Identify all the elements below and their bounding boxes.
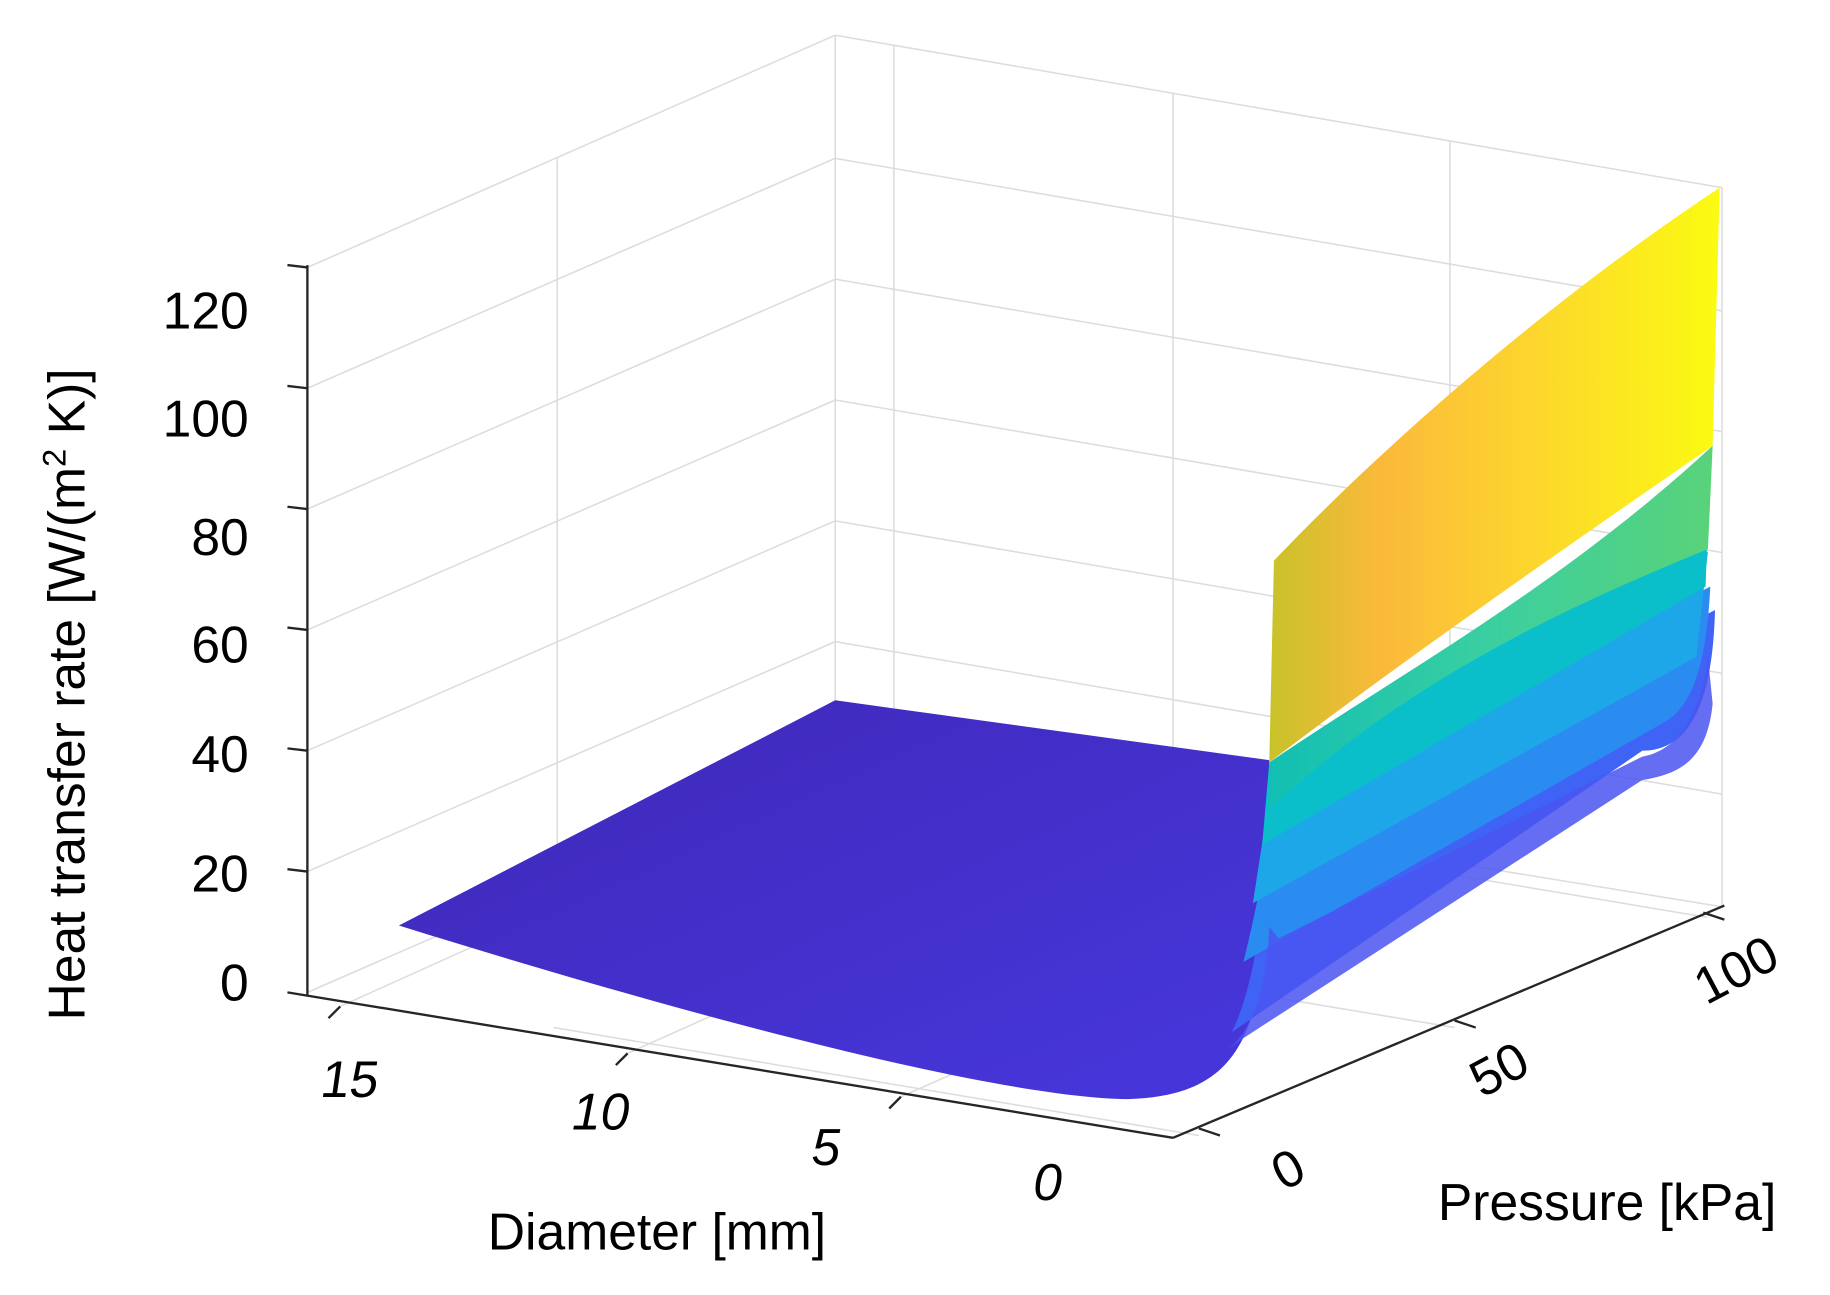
z-tick-80: 80 bbox=[191, 508, 248, 566]
z-tick-60: 60 bbox=[191, 616, 248, 674]
z-tick-0: 0 bbox=[220, 954, 249, 1012]
x-tick-labels: 15 10 5 0 bbox=[317, 1050, 1062, 1211]
z-axis-title: Heat transfer rate [W/(m2 K)] bbox=[36, 368, 96, 1020]
z-tick-40: 40 bbox=[191, 725, 248, 783]
x-axis-line bbox=[287, 991, 1174, 1139]
x-tick-0: 0 bbox=[1033, 1153, 1062, 1211]
surface-lower-edge bbox=[1219, 656, 1713, 1056]
y-tick-0: 0 bbox=[1261, 1137, 1314, 1202]
surface-band-yellow bbox=[1269, 187, 1720, 763]
y-axis-title: Pressure [kPa] bbox=[1438, 1173, 1776, 1231]
z-tick-20: 20 bbox=[191, 844, 248, 902]
z-tick-100: 100 bbox=[163, 389, 249, 447]
z-tick-labels: 120 100 80 60 40 20 0 bbox=[163, 281, 249, 1011]
z-tick-120: 120 bbox=[163, 281, 249, 339]
surface-band-cyan bbox=[1262, 516, 1708, 845]
y-tick-100: 100 bbox=[1684, 924, 1787, 1016]
surface-band-green bbox=[1269, 445, 1713, 810]
x-tick-5: 5 bbox=[811, 1118, 840, 1176]
y-axis-line bbox=[1172, 904, 1725, 1139]
surface-flat-region bbox=[398, 700, 1270, 1100]
surface bbox=[398, 187, 1720, 1100]
x-axis-title: Diameter [mm] bbox=[488, 1202, 826, 1260]
axes bbox=[287, 263, 1725, 1139]
y-tick-50: 50 bbox=[1460, 1030, 1538, 1108]
x-tick-15: 15 bbox=[317, 1050, 383, 1108]
x-tick-10: 10 bbox=[572, 1083, 630, 1141]
